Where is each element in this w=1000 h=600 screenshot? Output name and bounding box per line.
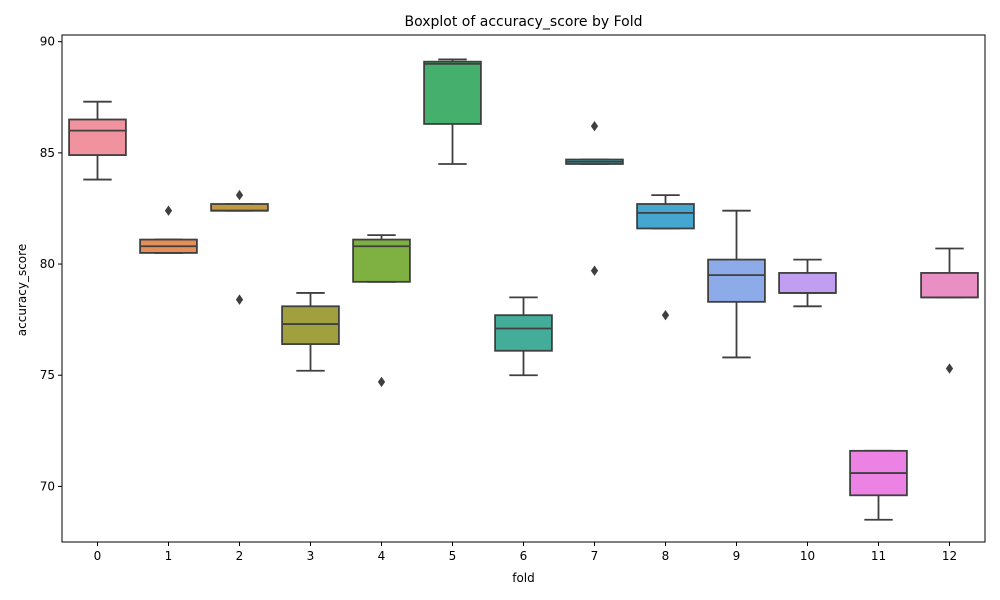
chart-title: Boxplot of accuracy_score by Fold [405,14,643,30]
x-tick-label: 5 [449,549,457,563]
box-fold-2 [210,203,269,212]
outlier-point [377,376,386,388]
plot-frame [61,34,986,543]
outlier-point [164,205,173,216]
x-axis-title: fold [512,571,535,585]
outlier-point [590,265,599,276]
y-tick-label: 85 [40,146,55,160]
box-fold-8 [636,203,695,230]
x-tick-label: 0 [94,549,102,563]
box-fold-9 [707,258,766,303]
x-tick-label: 4 [378,549,386,563]
x-tick-label: 6 [520,549,528,563]
x-tick-label: 9 [733,549,741,563]
box-fold-5 [423,60,482,125]
y-tick-label: 90 [40,35,55,49]
x-tick-label: 3 [307,549,315,563]
x-tick-label: 10 [800,549,815,563]
y-tick-label: 80 [40,257,55,271]
outlier-point [235,294,244,305]
y-axis-title: accuracy_score [15,244,29,336]
y-tick-label: 70 [40,479,55,493]
box-fold-3 [281,305,340,345]
x-tick-label: 8 [662,549,670,563]
outlier-point [590,120,599,132]
box-fold-10 [778,272,837,294]
x-tick-label: 2 [236,549,244,563]
outlier-point [235,189,244,201]
box-fold-6 [494,314,553,352]
box-fold-0 [68,118,127,156]
outlier-point [945,363,954,374]
x-tick-label: 7 [591,549,599,563]
x-tick-label: 11 [871,549,886,563]
y-tick-label: 75 [40,368,55,382]
x-tick-label: 12 [942,549,957,563]
box-fold-12 [920,272,979,299]
outlier-point [661,309,670,321]
x-tick-label: 1 [165,549,173,563]
